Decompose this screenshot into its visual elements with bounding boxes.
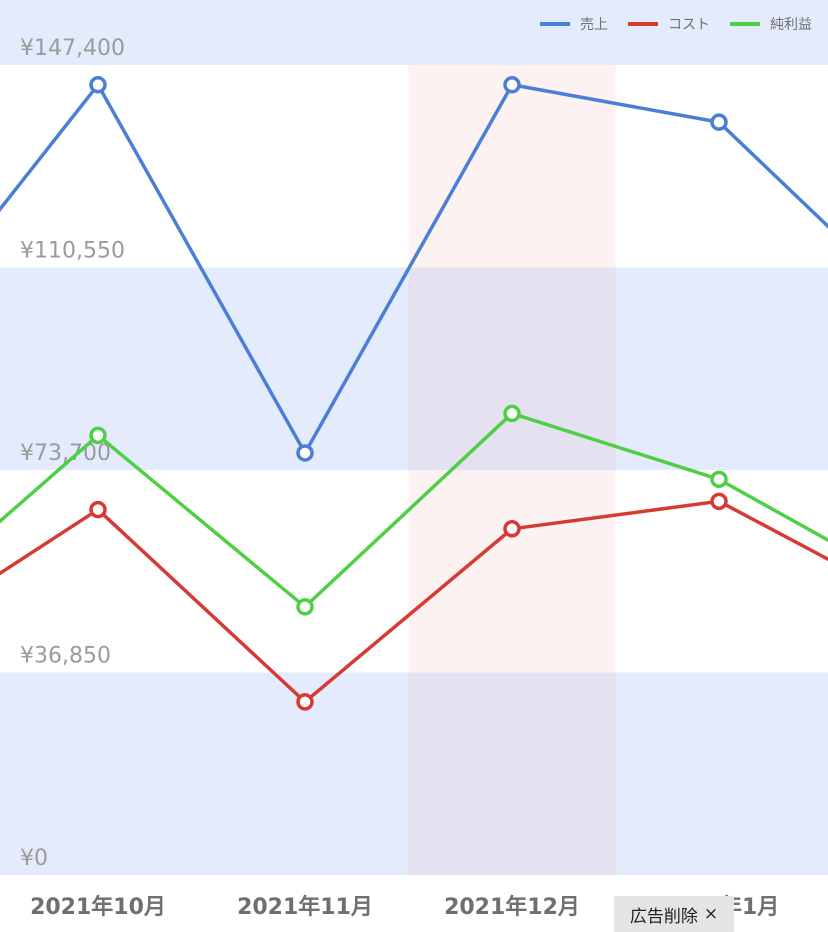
data-point (89, 426, 107, 445)
band-top (0, 0, 828, 65)
y-axis-labels: ¥0¥36,850¥73,700¥110,550¥147,400 (20, 36, 125, 871)
data-point (503, 520, 521, 538)
data-point (710, 470, 728, 489)
remove-ads-label: 広告削除 (629, 906, 698, 927)
data-point (710, 113, 728, 131)
y-tick-label: ¥110,550 (20, 239, 125, 264)
x-tick-label: 2021年11月 (237, 894, 373, 920)
highlight-band (408, 65, 616, 875)
series-line-1 (0, 499, 828, 704)
x-tick-label: 2021年10月 (30, 894, 166, 920)
series-line-2 (0, 411, 828, 609)
x-tick-label: 2021年12月 (444, 894, 580, 920)
legend-label: コスト (668, 17, 710, 33)
data-point (296, 444, 314, 462)
data-point (296, 598, 314, 616)
series-line-0 (0, 83, 828, 455)
series-points (89, 76, 728, 711)
data-point (89, 500, 107, 519)
data-point (89, 76, 107, 94)
band-0 (0, 672, 828, 875)
legend-label: 売上 (580, 17, 608, 33)
band-2 (0, 267, 828, 470)
legend: 純利益 コスト 売上 (540, 17, 812, 33)
series-lines (0, 83, 828, 704)
close-icon: × (703, 904, 719, 924)
highlight-column (408, 65, 616, 875)
data-point (503, 404, 521, 423)
chart-bands (0, 0, 828, 875)
y-tick-label: ¥0 (20, 846, 48, 871)
data-point (296, 693, 314, 711)
y-tick-label: ¥147,400 (20, 36, 125, 61)
y-tick-label: ¥36,850 (20, 644, 111, 669)
remove-ads-button[interactable]: 広告削除 × (614, 896, 734, 932)
band-3 (0, 65, 828, 268)
legend-label: 純利益 (770, 17, 812, 33)
data-point (503, 76, 521, 94)
data-point (710, 492, 728, 511)
